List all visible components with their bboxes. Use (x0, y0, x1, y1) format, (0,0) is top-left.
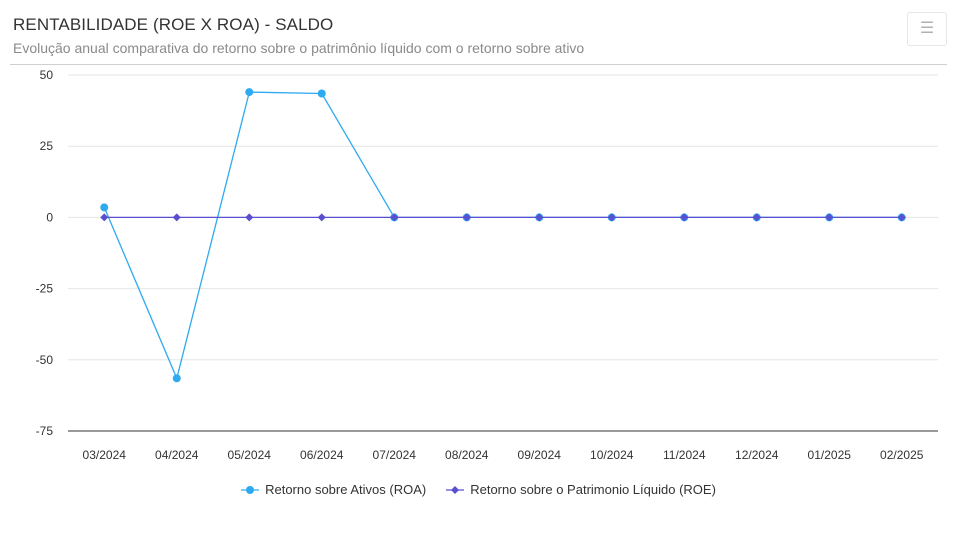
data-point[interactable] (245, 88, 254, 97)
x-tick-label: 04/2024 (155, 448, 199, 462)
x-tick-label: 09/2024 (518, 448, 562, 462)
data-point[interactable] (172, 374, 181, 383)
legend-item[interactable]: Retorno sobre o Patrimonio Líquido (ROE) (446, 482, 716, 497)
x-tick-label: 05/2024 (228, 448, 272, 462)
data-point[interactable] (245, 213, 254, 222)
x-tick-label: 03/2024 (83, 448, 127, 462)
x-tick-label: 11/2024 (663, 448, 706, 462)
legend-marker-icon (446, 485, 465, 495)
chart-title: RENTABILIDADE (ROE X ROA) - SALDO (13, 15, 334, 34)
data-point[interactable] (317, 213, 326, 222)
chart-menu-button[interactable]: ☰ (907, 12, 947, 46)
data-point[interactable] (100, 203, 109, 212)
x-tick-label: 01/2025 (808, 448, 852, 462)
x-tick-label: 07/2024 (373, 448, 417, 462)
data-point[interactable] (172, 213, 181, 222)
data-point[interactable] (100, 213, 109, 222)
data-point[interactable] (390, 213, 399, 222)
chart-legend: Retorno sobre Ativos (ROA) Retorno sobre … (0, 482, 957, 497)
x-tick-label: 10/2024 (590, 448, 634, 462)
data-point[interactable] (535, 213, 544, 222)
data-point[interactable] (897, 213, 906, 222)
data-point[interactable] (825, 213, 834, 222)
x-tick-label: 08/2024 (445, 448, 489, 462)
y-tick-label: -25 (36, 282, 54, 296)
header-divider (10, 64, 947, 65)
x-tick-label: 06/2024 (300, 448, 344, 462)
legend-label: Retorno sobre o Patrimonio Líquido (ROE) (470, 482, 716, 497)
y-tick-label: -75 (36, 424, 54, 438)
data-point[interactable] (680, 213, 689, 222)
data-point[interactable] (607, 213, 616, 222)
series-line-roa (103, 91, 902, 381)
chart-subtitle: Evolução anual comparativa do retorno so… (13, 40, 585, 56)
y-tick-label: 0 (46, 210, 53, 224)
y-tick-label: -50 (36, 353, 54, 367)
data-point[interactable] (317, 89, 326, 98)
legend-item[interactable]: Retorno sobre Ativos (ROA) (241, 482, 426, 497)
x-tick-label: 12/2024 (735, 448, 779, 462)
x-tick-label: 02/2025 (880, 448, 924, 462)
data-point[interactable] (752, 213, 761, 222)
legend-label: Retorno sobre Ativos (ROA) (265, 482, 427, 497)
y-tick-label: 25 (40, 139, 54, 153)
legend-marker-icon (241, 485, 260, 495)
y-tick-label: 50 (40, 68, 54, 82)
data-point[interactable] (462, 213, 471, 222)
hamburger-menu-icon: ☰ (919, 20, 935, 37)
